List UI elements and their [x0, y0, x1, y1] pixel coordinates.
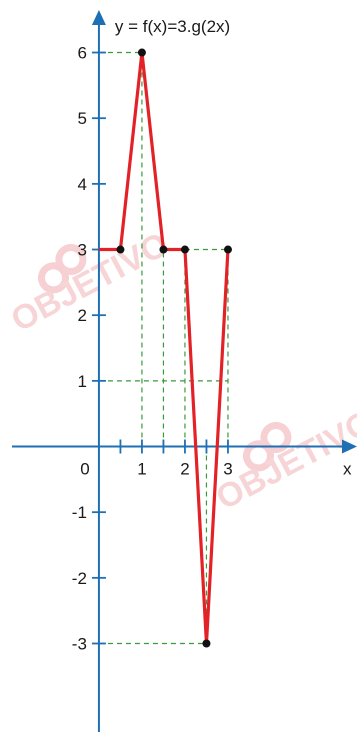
- origin-label: 0: [80, 460, 89, 479]
- data-point-0-6: [223, 245, 232, 254]
- axes: [12, 10, 357, 732]
- chart-title: y = f(x)=3.g(2x): [115, 17, 230, 36]
- points-layer: [116, 48, 232, 648]
- x-tick-label-2: 3: [223, 460, 232, 479]
- x-tick-label-1: 2: [180, 460, 189, 479]
- y-tick-label-0: 6: [77, 44, 86, 63]
- watermark-left: OBJETIVO: [5, 225, 175, 339]
- ticks: 1 2 3 6 5 4 3 2 1 -1 -2 -3: [72, 44, 233, 654]
- y-axis-arrow-icon: [91, 10, 106, 25]
- data-point-0-1: [116, 245, 125, 254]
- x-axis-arrow-icon: [342, 439, 357, 454]
- data-point-0-3: [159, 245, 168, 254]
- y-tick-label-7: -2: [72, 569, 87, 588]
- y-tick-label-1: 5: [77, 109, 86, 128]
- data-point-0-4: [180, 245, 189, 254]
- series-line-0: [98, 52, 230, 644]
- y-tick-label-8: -3: [72, 635, 87, 654]
- data-point-0-2: [137, 48, 146, 57]
- y-tick-label-2: 4: [77, 175, 86, 194]
- watermark-left-ring-1: [37, 262, 69, 294]
- watermark-left-text: OBJETIVO: [5, 225, 175, 339]
- labels-layer: y = f(x)=3.g(2x) x 0: [80, 17, 352, 479]
- watermark-layer: OBJETIVO OBJETIVO: [5, 225, 357, 517]
- x-tick-label-0: 1: [137, 460, 146, 479]
- guide-lines: [98, 51, 229, 645]
- series-layer: [98, 52, 230, 644]
- watermark-right-ring-2: [260, 421, 292, 453]
- watermark-left-ring-2: [55, 243, 87, 275]
- y-tick-label-5: 1: [77, 372, 86, 391]
- y-tick-label-4: 2: [77, 306, 86, 325]
- y-tick-label-6: -1: [72, 503, 87, 522]
- y-tick-label-3: 3: [77, 241, 86, 260]
- x-axis-label: x: [343, 460, 352, 479]
- watermark-right: OBJETIVO: [210, 403, 357, 517]
- data-point-0-5: [202, 639, 211, 648]
- watermark-right-ring-1: [242, 440, 274, 472]
